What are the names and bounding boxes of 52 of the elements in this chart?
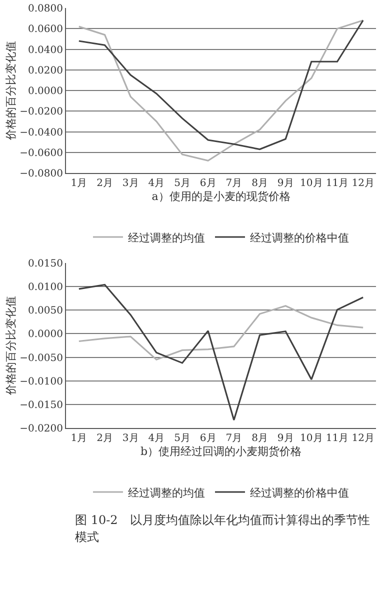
y-tick-label: 0.0100 — [28, 282, 63, 294]
y-tick-label: −0.0150 — [20, 400, 63, 411]
line-series — [78, 305, 364, 360]
y-tick-label: −0.0050 — [20, 352, 63, 364]
y-tick-label: −0.0600 — [20, 148, 63, 159]
x-tick-label: 10月 — [300, 178, 323, 189]
x-tick-label: 7月 — [226, 178, 242, 189]
x-tick-label: 3月 — [122, 178, 139, 189]
y-tick-label: 0.0600 — [28, 24, 63, 36]
line-series — [78, 284, 364, 421]
x-tick-label: 1月 — [70, 178, 88, 189]
y-tick-label: −0.0800 — [20, 168, 63, 180]
x-tick-label: 12月 — [352, 433, 374, 444]
x-axis-title: b）使用经过回调的小麦期货价格 — [140, 445, 302, 458]
x-tick-label: 8月 — [252, 178, 268, 189]
x-tick-label: 5月 — [174, 178, 190, 189]
y-tick-label: −0.0100 — [20, 376, 63, 388]
legend-label: 经过调整的价格中值 — [250, 486, 349, 500]
y-tick-label: 0.0400 — [28, 44, 63, 56]
x-tick-label: 8月 — [252, 433, 268, 444]
x-tick-label: 12月 — [352, 178, 374, 189]
x-tick-label: 3月 — [122, 433, 139, 444]
y-tick-label: −0.0200 — [20, 106, 63, 118]
x-tick-label: 9月 — [277, 433, 294, 444]
x-tick-label: 10月 — [300, 433, 323, 444]
x-axis-title: a）使用的是小麦的现货价格 — [152, 190, 290, 204]
y-tick-label: 0.0200 — [28, 65, 63, 76]
y-tick-label: −0.0400 — [20, 127, 63, 138]
y-tick-label: 0.0000 — [28, 329, 63, 340]
x-tick-label: 5月 — [174, 433, 190, 444]
x-tick-label: 11月 — [326, 433, 349, 444]
caption: 图 10-2 以月度均值除以年化均值而计算得出的季节性模式 — [75, 512, 371, 546]
y-tick-label: 0.0800 — [28, 4, 63, 14]
y-tick-label: −0.0200 — [20, 424, 63, 434]
y-tick-label: 0.0050 — [28, 306, 63, 317]
x-tick-label: 2月 — [96, 433, 113, 444]
y-axis-title: 价格的百分比变化值 — [4, 296, 18, 396]
x-tick-label: 2月 — [96, 178, 113, 189]
y-axis-title: 价格的百分比变化值 — [4, 41, 18, 141]
x-tick-label: 7月 — [226, 433, 242, 444]
x-tick-label: 6月 — [200, 178, 216, 189]
x-tick-label: 4月 — [148, 433, 165, 444]
legend-label: 经过调整的均值 — [128, 486, 205, 500]
y-tick-label: 0.0000 — [28, 86, 63, 97]
x-tick-label: 9月 — [277, 178, 294, 189]
x-tick-label: 6月 — [200, 433, 216, 444]
legend-label: 经过调整的均值 — [128, 231, 205, 244]
x-tick-label: 1月 — [70, 433, 88, 444]
legend-label: 经过调整的价格中值 — [250, 231, 349, 244]
x-tick-label: 4月 — [148, 178, 165, 189]
x-tick-label: 11月 — [326, 178, 349, 189]
y-tick-label: 0.0150 — [28, 258, 63, 270]
